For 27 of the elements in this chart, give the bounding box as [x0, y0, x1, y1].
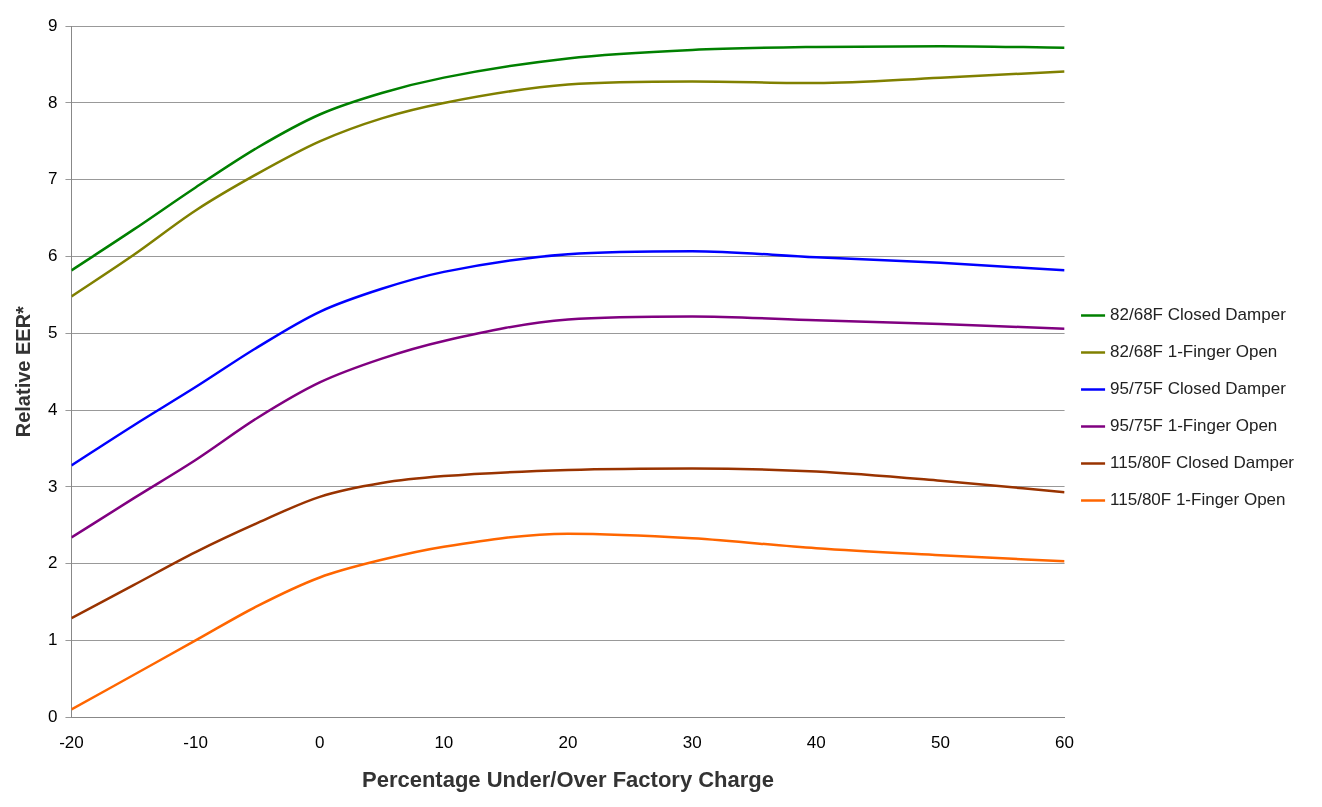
x-tick-label: 50: [930, 733, 950, 753]
y-tick-label: 0: [47, 706, 58, 726]
legend-label: 95/75F Closed Damper: [1110, 379, 1287, 399]
y-tick-label: 1: [47, 630, 58, 650]
legend-label: 115/80F Closed Damper: [1110, 453, 1295, 473]
y-tick-label: 8: [47, 92, 58, 112]
x-axis-title: Percentage Under/Over Factory Charge: [361, 766, 775, 792]
legend-label: 115/80F 1-Finger Open: [1110, 490, 1286, 510]
x-tick-label: 60: [1055, 733, 1075, 753]
y-tick-label: 2: [47, 553, 58, 573]
y-tick-label: 7: [47, 169, 58, 189]
x-tick-label: 20: [558, 733, 578, 753]
x-tick-label: -20: [59, 733, 84, 753]
legend-label: 82/68F Closed Damper: [1110, 305, 1287, 325]
y-axis-title: Relative EER*: [11, 305, 34, 438]
legend-label: 82/68F 1-Finger Open: [1110, 342, 1278, 362]
y-tick-label: 6: [47, 246, 58, 266]
y-tick-label: 3: [47, 476, 58, 496]
x-tick-label: 10: [434, 733, 454, 753]
y-tick-label: 5: [47, 323, 58, 342]
y-tick-label: 9: [47, 15, 58, 35]
x-tick-label: 40: [806, 733, 826, 753]
legend-label: 95/75F 1-Finger Open: [1110, 416, 1278, 436]
y-tick-label: 4: [47, 399, 58, 419]
x-tick-label: 30: [682, 733, 702, 753]
x-tick-label: -10: [183, 733, 208, 753]
x-tick-label: 0: [315, 733, 325, 753]
